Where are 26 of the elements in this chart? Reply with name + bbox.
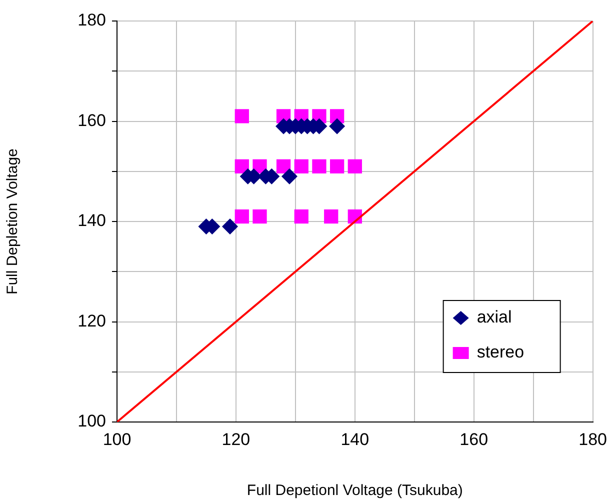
x-tick-label: 160 [460, 430, 488, 449]
x-tick-label: 180 [578, 430, 608, 449]
legend-label: axial [476, 308, 512, 327]
x-tick-label: 140 [340, 430, 370, 449]
point [330, 159, 344, 174]
y-axis-title: Full Depletion Voltage [4, 148, 22, 294]
point [222, 218, 238, 235]
x-tick-label: 100 [102, 430, 132, 449]
point [312, 159, 326, 174]
point [294, 159, 308, 174]
x-axis-title: Full Depetionl Voltage (Tsukuba) [246, 482, 463, 500]
point [234, 109, 249, 124]
point [234, 209, 249, 224]
x-tick-label: 120 [222, 430, 250, 449]
y-tick-label: 120 [78, 311, 106, 330]
y-tick-label: 140 [78, 211, 106, 230]
point [348, 159, 362, 174]
point [281, 168, 298, 184]
y-tick-label: 160 [78, 110, 106, 130]
y-tick-label: 180 [78, 10, 106, 30]
y-tick-label: 100 [78, 412, 106, 431]
point [294, 209, 308, 224]
point [324, 209, 338, 224]
point [329, 118, 346, 134]
legend-label: stereo [476, 342, 524, 362]
point [252, 209, 267, 224]
